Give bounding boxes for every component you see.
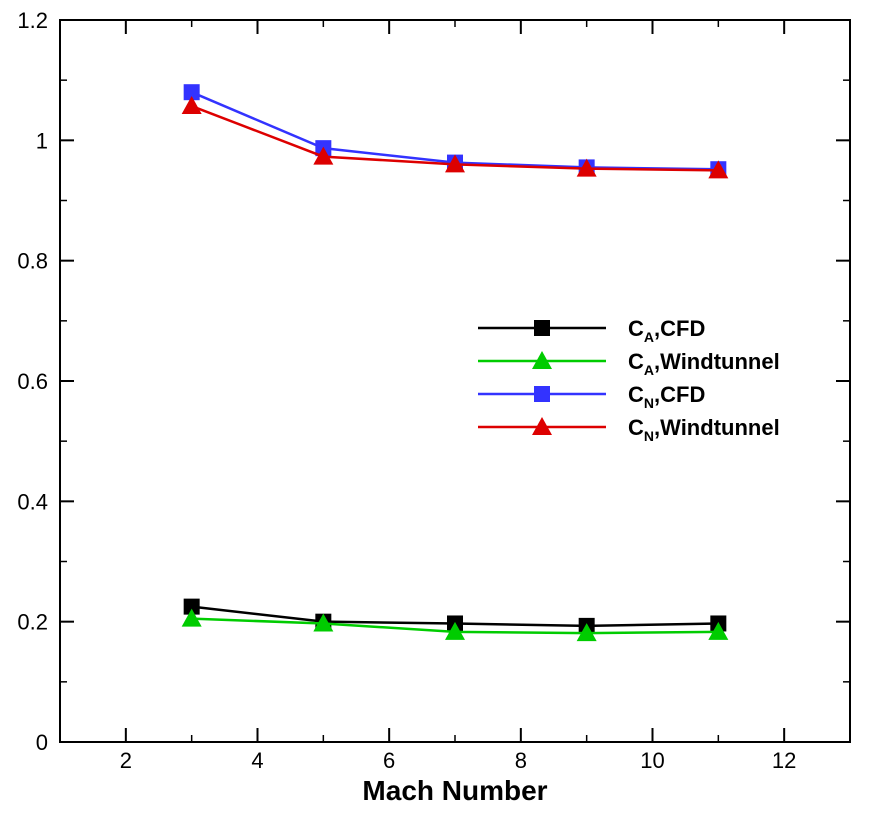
series-3 [181, 96, 729, 179]
data-point [708, 621, 729, 640]
y-tick-label: 0.4 [17, 489, 48, 514]
legend-label: CN,Windtunnel [628, 415, 780, 444]
x-tick-label: 8 [515, 748, 527, 773]
data-point [576, 623, 597, 642]
x-tick-label: 4 [251, 748, 263, 773]
ticks [59, 19, 851, 743]
x-tick-label: 2 [120, 748, 132, 773]
x-tick-label: 12 [772, 748, 796, 773]
legend-marker [532, 417, 552, 435]
data-point [313, 146, 334, 165]
data-point [181, 608, 202, 627]
legend-label: CN,CFD [628, 382, 705, 411]
data-point [183, 84, 200, 101]
x-tick-label: 10 [640, 748, 664, 773]
data-point [445, 154, 465, 173]
legend-label: CA,CFD [628, 316, 705, 345]
series-layer [181, 84, 729, 642]
data-point [183, 598, 200, 615]
y-tick-label: 0.8 [17, 249, 48, 274]
y-tick-label: 1.2 [17, 8, 48, 33]
y-tick-label: 0 [36, 730, 48, 755]
legend-marker [534, 386, 550, 402]
legend-marker [534, 320, 550, 336]
legend-label: CA,Windtunnel [628, 349, 780, 378]
y-tick-label: 0.2 [17, 610, 48, 635]
data-point [576, 158, 597, 177]
legend: CA,CFD CA,Windtunnel CN,CFD CN,Windtunnel [478, 316, 780, 444]
tick-labels: 2 4 6 8 10 12 0 0.2 0.4 0.6 0.8 1 1.2 [17, 8, 796, 773]
x-tick-label: 6 [383, 748, 395, 773]
data-point [708, 160, 729, 179]
data-point [313, 613, 334, 632]
y-tick-label: 0.6 [17, 369, 48, 394]
legend-entry: CA,CFD [478, 316, 705, 345]
legend-entry: CN,CFD [478, 382, 705, 411]
legend-entry: CN,Windtunnel [478, 415, 780, 444]
series-1 [181, 608, 729, 642]
legend-entry: CA,Windtunnel [478, 349, 780, 378]
x-axis-title: Mach Number [362, 775, 547, 806]
y-tick-label: 1 [36, 128, 48, 153]
data-point [445, 621, 465, 640]
legend-marker [532, 351, 552, 369]
data-point [181, 96, 202, 115]
